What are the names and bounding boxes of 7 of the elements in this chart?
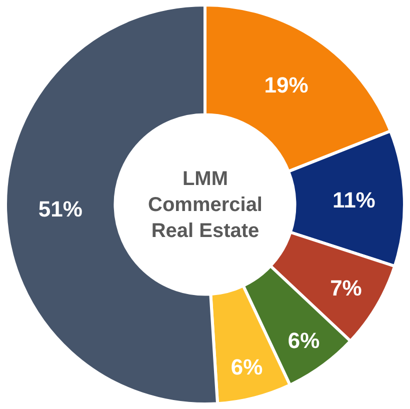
- data-label: 51%: [38, 196, 82, 222]
- data-label: 6%: [230, 354, 263, 380]
- text: LMM Commercial Real Estate: [148, 168, 262, 242]
- data-label: 11%: [332, 187, 376, 212]
- data-label: 19%: [264, 72, 308, 98]
- data-label: 7%: [330, 275, 362, 300]
- data-label: 6%: [288, 328, 320, 353]
